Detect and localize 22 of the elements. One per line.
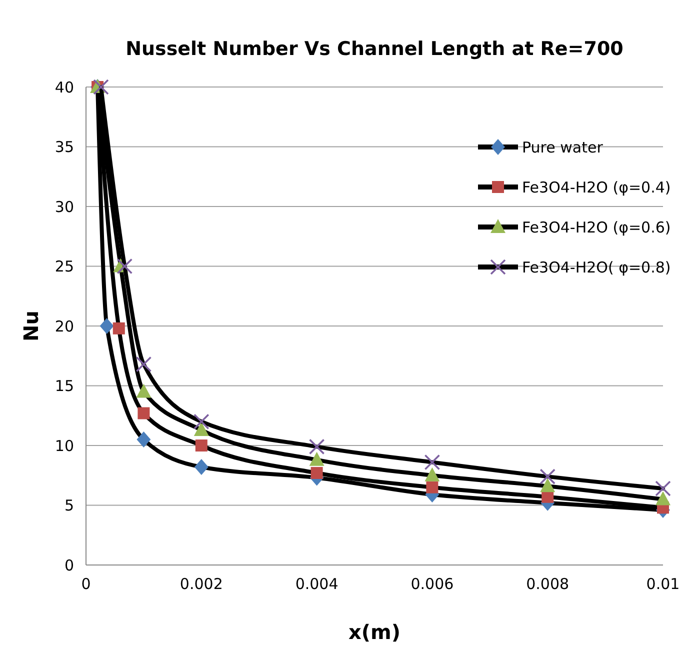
y-tick-label: 40 bbox=[54, 78, 74, 96]
y-tick-label: 0 bbox=[64, 556, 74, 574]
x-tick-label: 0 bbox=[81, 575, 91, 593]
y-tick-label: 20 bbox=[54, 317, 74, 336]
x-tick-label: 0.01 bbox=[646, 575, 680, 593]
x-tick-label: 0.002 bbox=[180, 575, 223, 593]
y-tick-label: 35 bbox=[54, 138, 74, 156]
y-tick-label: 25 bbox=[54, 258, 74, 276]
legend-label: Fe3O4-H2O( φ=0.8) bbox=[522, 258, 671, 276]
y-tick-label: 30 bbox=[54, 198, 74, 216]
y-tick-label: 10 bbox=[54, 436, 74, 455]
legend-label: Pure water bbox=[522, 138, 604, 156]
y-tick-label: 15 bbox=[54, 377, 74, 395]
legend-label: Fe3O4-H2O (φ=0.4) bbox=[522, 178, 671, 196]
y-axis-title: Nu bbox=[19, 310, 43, 342]
legend-label: Fe3O4-H2O (φ=0.6) bbox=[522, 218, 671, 236]
x-tick-label: 0.006 bbox=[410, 575, 454, 593]
x-axis-title: x(m) bbox=[348, 620, 401, 644]
chart-title: Nusselt Number Vs Channel Length at Re=700 bbox=[126, 38, 624, 60]
y-tick-label: 5 bbox=[64, 496, 74, 514]
x-tick-label: 0.004 bbox=[295, 575, 338, 593]
x-tick-label: 0.008 bbox=[526, 575, 570, 593]
